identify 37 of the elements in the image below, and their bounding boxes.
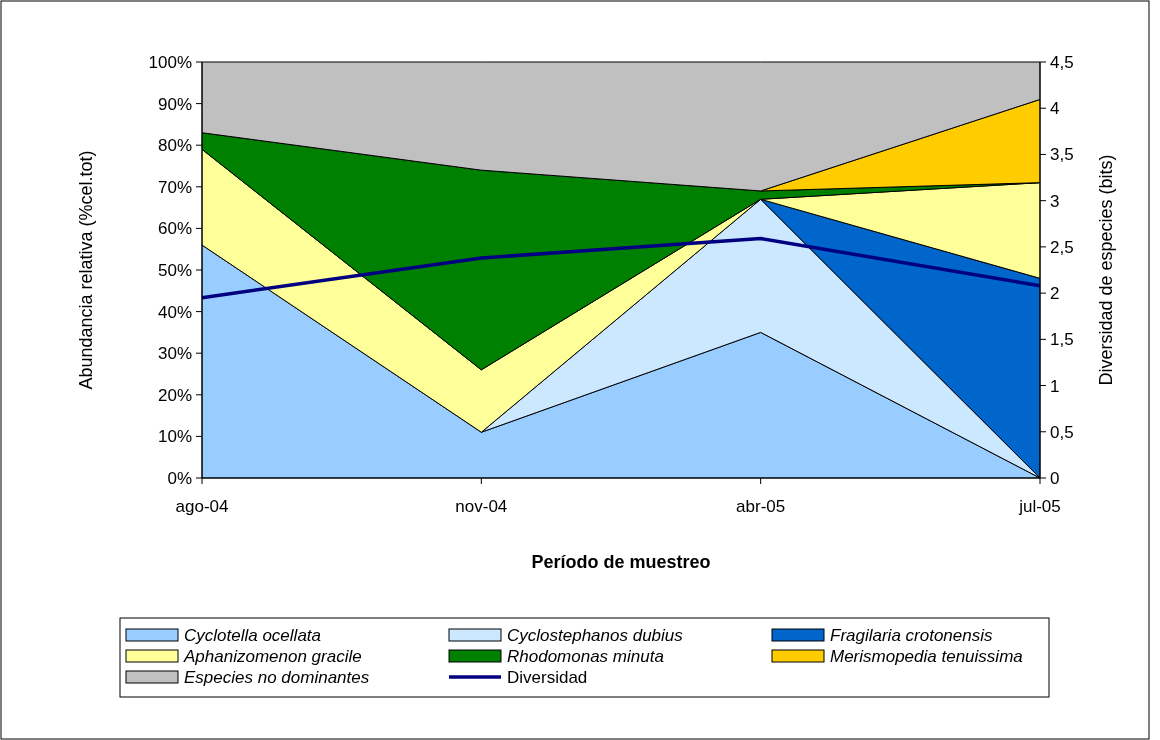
y-tick-label: 60% [157,219,192,239]
legend-label: Rhodomonas minuta [507,647,664,666]
y2-tick-label: 3,5 [1050,145,1074,165]
y-tick-label: 40% [157,302,192,322]
y2-tick-label: 2,5 [1050,237,1074,257]
y-tick-label: 0% [167,469,192,488]
legend-label: Aphanizomenon gracile [183,647,362,666]
y-axis-title: Abundancia relativa (%cel.tot) [76,150,96,390]
y2-tick-label: 1,5 [1050,330,1074,350]
y-tick-label: 10% [157,427,192,447]
y2-axis-title: Diversidad de especies (bits) [1096,154,1116,386]
legend-label: Cyclotella ocellata [184,626,322,645]
legend-label: Merismopedia tenuissima [830,647,1023,666]
y2-tick-label: 0 [1050,469,1060,488]
legend-label: Fragilaria crotonensis [830,626,994,645]
y-tick-label: 50% [157,261,192,280]
y2-tick-label: 2 [1050,284,1060,304]
x-tick-label: abr-05 [736,497,786,516]
line-series [200,236,1042,300]
legend-label: Diversidad [507,668,588,687]
y2-tick-label: 1 [1050,376,1060,396]
y-tick-label: 30% [157,344,192,364]
y-tick-label: 20% [157,385,192,405]
x-tick-label: nov-04 [455,497,508,516]
y-tick-label: 70% [157,177,192,197]
y2-tick-label: 4,5 [1050,53,1074,72]
x-tick-label: jul-05 [1018,497,1061,516]
legend-label: Especies no dominantes [184,668,370,687]
x-tick-label: ago-04 [175,497,229,516]
x-axis-title: Período de muestreo [531,552,711,572]
legend-label: Cyclostephanos dubius [507,626,684,645]
y-tick-label: 100% [148,53,192,72]
y2-tick-label: 0,5 [1050,422,1074,442]
y2-tick-label: 3 [1050,191,1060,211]
y-tick-label: 90% [157,94,192,114]
y2-tick-label: 4 [1050,99,1060,119]
y-tick-label: 80% [157,136,192,156]
